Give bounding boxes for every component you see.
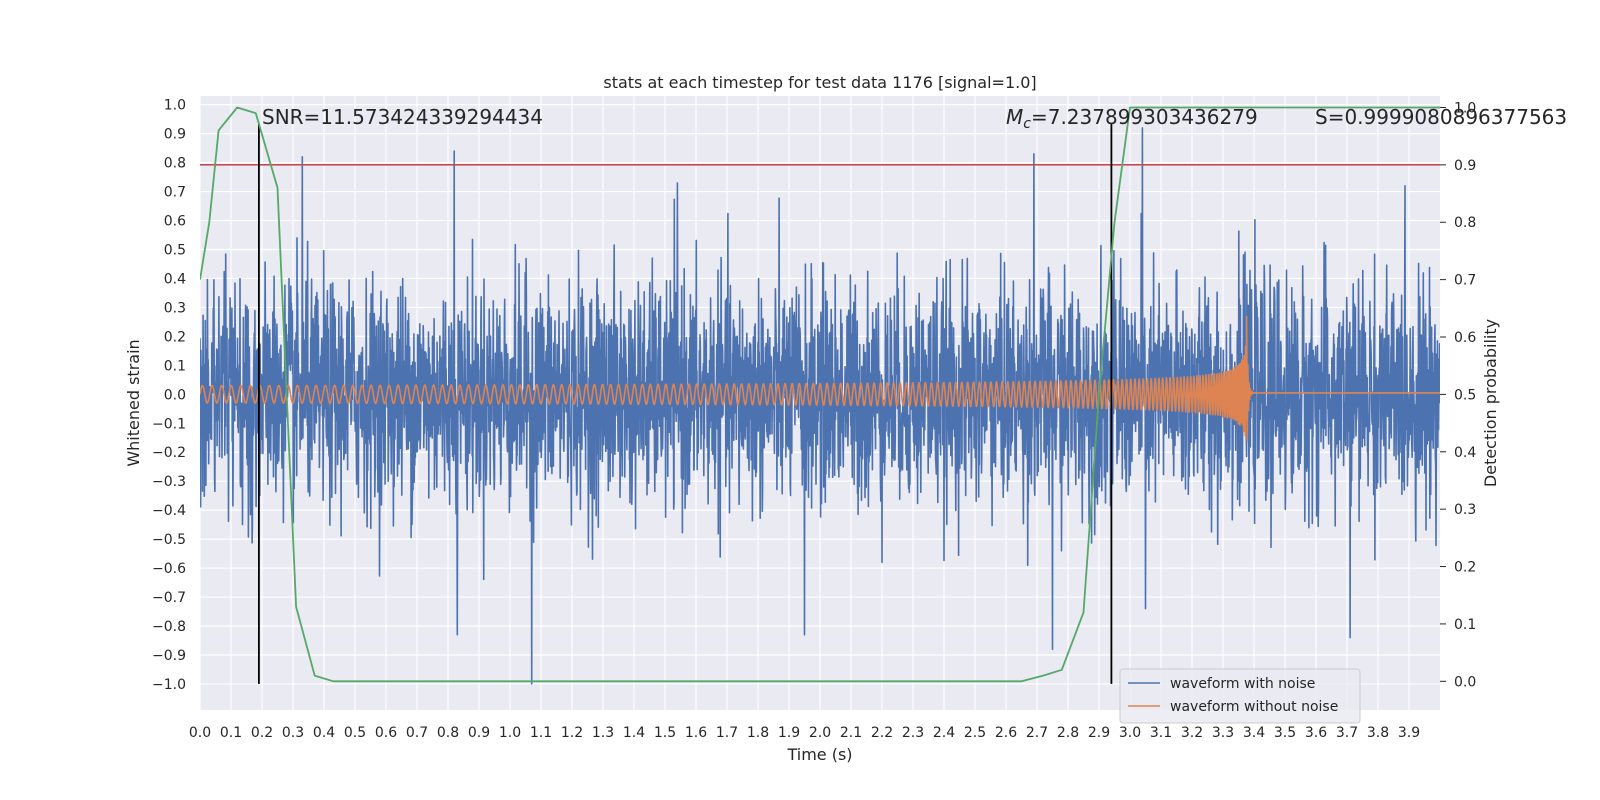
y-tick-label: 0.0 [164, 387, 186, 403]
y-tick-label: 0.4 [164, 271, 186, 287]
y2-tick-label: 0.6 [1454, 330, 1476, 346]
y-tick-label: −1.0 [152, 677, 186, 693]
y-tick-label: −0.6 [152, 561, 186, 577]
x-tick-label: 1.7 [716, 725, 738, 741]
x-tick-label: 1.4 [623, 725, 645, 741]
y-tick-label: 0.7 [164, 185, 186, 201]
x-tick-label: 1.9 [778, 725, 800, 741]
x-tick-label: 3.0 [1119, 725, 1141, 741]
x-tick-label: 0.4 [313, 725, 335, 741]
x-tick-label: 3.7 [1336, 725, 1358, 741]
legend: waveform with noise waveform without noi… [1119, 668, 1361, 724]
y-tick-label: 0.9 [164, 127, 186, 143]
y-tick-label: −0.2 [152, 445, 186, 461]
x-tick-label: 0.5 [344, 725, 366, 741]
series-detection-probability [200, 106, 1440, 683]
x-tick-label: 1.2 [561, 725, 583, 741]
x-tick-label: 3.5 [1274, 725, 1296, 741]
x-tick-label: 3.9 [1398, 725, 1420, 741]
x-tick-label: 0.3 [282, 725, 304, 741]
x-tick-label: 2.7 [1026, 725, 1048, 741]
y2-tick-label: 0.0 [1454, 674, 1476, 690]
x-axis-label: Time (s) [786, 745, 852, 764]
x-tick-label: 0.1 [220, 725, 242, 741]
x-tick-label: 1.8 [747, 725, 769, 741]
y-tick-label: −0.1 [152, 416, 186, 432]
y-tick-label: 0.3 [164, 300, 186, 316]
legend-label-clean: waveform without noise [1170, 699, 1338, 715]
x-tick-label: 3.4 [1243, 725, 1265, 741]
x-tick-label: 0.7 [406, 725, 428, 741]
detection-probability-line [200, 106, 1440, 683]
y2-tick-label: 0.1 [1454, 617, 1476, 633]
x-tick-label: 2.8 [1057, 725, 1079, 741]
x-tick-label: 3.3 [1212, 725, 1234, 741]
y-tick-label: −0.3 [152, 474, 186, 490]
x-tick-label: 1.5 [654, 725, 676, 741]
y2-tick-label: 0.9 [1454, 158, 1476, 174]
y2-tick-label: 0.5 [1454, 387, 1476, 403]
x-tick-label: 0.6 [375, 725, 397, 741]
y2-axis-label: Detection probability [1481, 319, 1500, 487]
y-tick-label: −0.5 [152, 532, 186, 548]
y2-tick-label: 0.7 [1454, 273, 1476, 289]
y-tick-label: −0.7 [152, 590, 186, 606]
ticks: 0.0 0.1 0.2 0.3 0.4 0.5 0.6 0.7 0.8 0.9 1.0 1.1 1.2 1… [152, 98, 1476, 741]
x-tick-label: 0.8 [437, 725, 459, 741]
x-tick-label: 2.4 [933, 725, 955, 741]
y-tick-label: 0.6 [164, 214, 186, 230]
x-tick-label: 2.6 [995, 725, 1017, 741]
y2-tick-label: 0.4 [1454, 445, 1476, 461]
x-tick-label: 3.2 [1181, 725, 1203, 741]
snr-annotation: SNR=11.573424339294434 [262, 105, 543, 129]
y2-tick-label: 1.0 [1454, 100, 1476, 116]
chart-title: stats at each timestep for test data 117… [603, 73, 1036, 92]
x-tick-label: 2.9 [1088, 725, 1110, 741]
x-tick-label: 2.5 [964, 725, 986, 741]
x-tick-label: 2.2 [871, 725, 893, 741]
y-tick-label: 0.1 [164, 358, 186, 374]
x-tick-label: 0.0 [189, 725, 211, 741]
y2-tick-label: 0.2 [1454, 560, 1476, 576]
overlays [200, 124, 1440, 684]
x-tick-label: 1.3 [592, 725, 614, 741]
x-tick-label: 0.9 [468, 725, 490, 741]
x-tick-label: 3.1 [1150, 725, 1172, 741]
chirp-mass-annotation: Mc=7.237899303436279 [1006, 105, 1258, 132]
y-tick-label: 0.8 [164, 156, 186, 172]
x-tick-label: 2.3 [902, 725, 924, 741]
legend-box [1119, 668, 1361, 724]
y-tick-label: −0.9 [152, 648, 186, 664]
y2-tick-label: 0.8 [1454, 215, 1476, 231]
y2-tick-label: 0.3 [1454, 502, 1476, 518]
y-axis-label: Whitened strain [124, 339, 143, 466]
x-tick-label: 2.0 [809, 725, 831, 741]
legend-label-noise: waveform with noise [1170, 676, 1315, 692]
x-tick-label: 0.2 [251, 725, 273, 741]
x-tick-label: 1.0 [499, 725, 521, 741]
y-tick-label: 1.0 [164, 98, 186, 114]
x-tick-label: 1.1 [530, 725, 552, 741]
y-tick-label: −0.8 [152, 619, 186, 635]
x-tick-label: 1.6 [685, 725, 707, 741]
y-tick-label: 0.2 [164, 329, 186, 345]
waveform-without-noise-line [200, 315, 1440, 442]
x-tick-label: 2.1 [840, 725, 862, 741]
x-tick-label: 3.8 [1367, 725, 1389, 741]
series-waveform-without-noise [200, 315, 1440, 442]
s-annotation: S=0.9999080896377563 [1315, 105, 1567, 129]
y-tick-label: −0.4 [152, 503, 186, 519]
x-tick-label: 3.6 [1305, 725, 1327, 741]
y-tick-label: 0.5 [164, 243, 186, 259]
